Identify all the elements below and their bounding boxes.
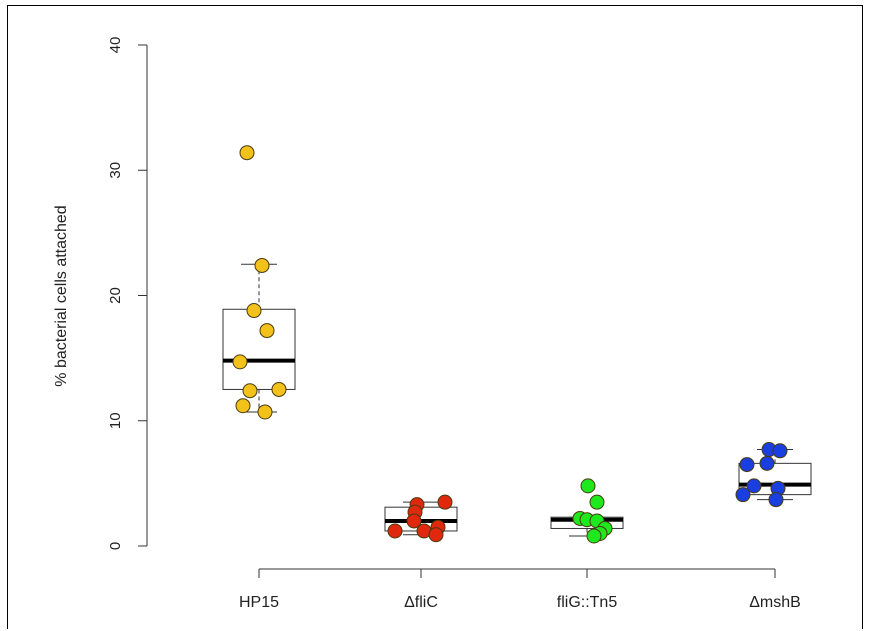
point-1-6 — [387, 523, 403, 539]
boxes — [222, 263, 812, 537]
point-0-0 — [239, 145, 255, 161]
y-tick-label-40: 40 — [107, 37, 124, 54]
x-tick-label-3: ΔmshB — [749, 594, 801, 611]
point-0-8 — [257, 404, 273, 420]
data-points — [232, 145, 788, 544]
y-tick-label-10: 10 — [107, 412, 124, 429]
y-tick-label-20: 20 — [107, 287, 124, 304]
point-0-6 — [242, 383, 258, 399]
point-1-3 — [406, 513, 422, 529]
point-0-5 — [271, 381, 287, 397]
point-3-6 — [735, 487, 751, 503]
point-3-2 — [759, 455, 775, 471]
point-2-7 — [586, 528, 602, 544]
point-3-3 — [739, 457, 755, 473]
y-tick-label-30: 30 — [107, 162, 124, 179]
point-0-2 — [246, 303, 262, 319]
x-tick-label-1: ΔfliC — [404, 594, 438, 611]
y-tick-label-0: 0 — [107, 542, 124, 550]
y-axis: 0 10 20 30 40 — [107, 37, 148, 550]
point-2-0 — [580, 478, 596, 494]
point-3-7 — [768, 492, 784, 508]
point-0-3 — [259, 323, 275, 339]
box-rect-0 — [222, 308, 296, 390]
y-axis-label: % bacterial cells attached — [53, 205, 70, 386]
point-3-1 — [772, 443, 788, 459]
point-1-0 — [437, 494, 453, 510]
point-0-7 — [235, 398, 251, 414]
point-2-1 — [589, 494, 605, 510]
point-0-1 — [254, 257, 270, 273]
point-1-7 — [428, 527, 444, 543]
point-3-4 — [746, 478, 762, 494]
x-tick-label-0: HP15 — [239, 594, 279, 611]
figure-frame — [7, 5, 863, 629]
x-tick-label-2: fliG::Tn5 — [557, 594, 618, 611]
x-axis: HP15 ΔfliC fliG::Tn5 ΔmshB — [239, 568, 801, 611]
point-0-4 — [232, 354, 248, 370]
